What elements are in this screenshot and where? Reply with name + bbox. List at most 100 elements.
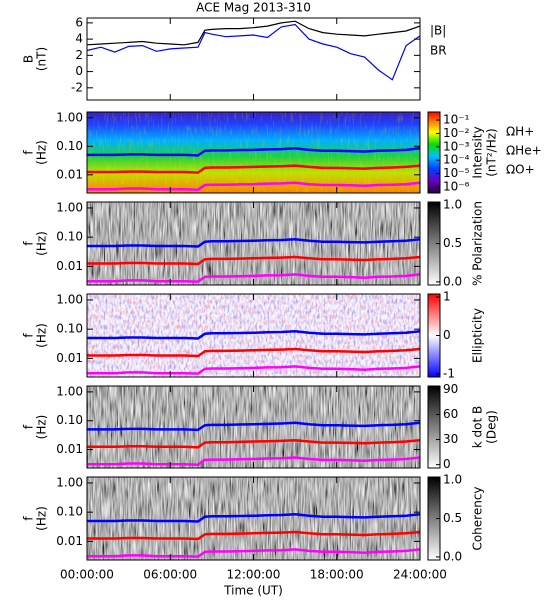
y-tick-label: 0.01 [56, 167, 83, 181]
series-line [87, 456, 421, 466]
y-tick-label: 0.01 [56, 534, 83, 548]
series-line [87, 255, 421, 266]
series-line [87, 181, 421, 191]
colorbar-label: (Deg) [485, 410, 499, 444]
panel: -2 0 2 4 6 B (nT) ACE Mag 2013-310 |B| BR [22, 1, 447, 101]
spectrogram [87, 477, 420, 560]
legend-entry: |B| [430, 24, 446, 38]
y-axis-label: (Hz) [35, 506, 49, 531]
legend-entry: ΩH+ [506, 125, 534, 139]
series-line [87, 548, 421, 558]
colorbar-tick-label: 10⁻² [443, 126, 470, 140]
colorbar-label: k dot B [471, 406, 485, 448]
panel: 1.00 0.10 0.01 f (Hz) 0 30 60 90 k dot B (Deg) [22, 382, 499, 471]
colorbar-tick-label: 1 [443, 290, 451, 304]
series-line [87, 365, 421, 375]
legend-entry: ΩO+ [506, 163, 535, 177]
y-axis-label: (nT) [35, 47, 49, 71]
series-line [86, 20, 421, 46]
panel: 1.00 0.10 0.01 f (Hz) 00:00:00 06:00:00 12:00:0… [22, 473, 485, 598]
colorbar-tick-label: 0 [443, 457, 451, 471]
y-tick-label: 0.01 [56, 442, 83, 456]
colorbar-tick-label: 10⁻⁶ [443, 179, 470, 193]
panel: 1.00 0.10 0.01 f (Hz) 0.0 0.5 1.0 % Polarization [22, 198, 485, 289]
series-line [87, 439, 421, 449]
colorbar [427, 111, 441, 194]
y-axis-label: f [22, 333, 36, 338]
y-tick-label: 0.10 [56, 139, 83, 153]
y-tick-label: 1.00 [56, 292, 83, 306]
y-tick-label: 1.00 [56, 110, 83, 124]
y-tick-label: 0.10 [56, 322, 83, 336]
y-tick-label: -2 [71, 80, 83, 94]
x-tick-label: 12:00:00 [227, 568, 281, 582]
series-line [87, 237, 421, 248]
y-tick-label: 6 [75, 15, 83, 29]
y-tick-label: 1.00 [56, 200, 83, 214]
series-line [87, 329, 421, 340]
y-axis-label: f [22, 424, 36, 429]
colorbar-label: Coherency [471, 486, 485, 550]
colorbar-label: Ellipticity [471, 308, 485, 363]
x-tick-label: 24:00:00 [393, 568, 447, 582]
series-line [87, 530, 421, 541]
x-tick-label: 18:00:00 [310, 568, 364, 582]
colorbar-tick-label: 10⁻¹ [443, 113, 470, 127]
colorbar-tick-label: 0.5 [443, 511, 462, 525]
x-axis-label: Time (UT) [223, 584, 283, 598]
y-axis-label: (Hz) [35, 231, 49, 256]
spectrogram [87, 202, 420, 285]
colorbar [427, 385, 441, 469]
y-axis-label: (Hz) [35, 323, 49, 348]
legend-entry: BR [430, 44, 447, 58]
series-line [87, 421, 421, 432]
y-axis-label: B [22, 55, 36, 63]
series-line [87, 164, 421, 174]
series-line [86, 23, 421, 81]
plot-frame [86, 17, 421, 101]
y-tick-label: 1.00 [56, 384, 83, 398]
colorbar-tick-label: 60 [443, 407, 458, 421]
y-tick-label: 1.00 [56, 475, 83, 489]
colorbar-tick-label: 1.0 [443, 473, 462, 487]
x-tick-label: 00:00:00 [60, 568, 114, 582]
y-tick-label: 0 [75, 64, 83, 78]
panel: 1.00 0.10 0.01 f (Hz) -1 0 1 Ellipticity [22, 290, 485, 381]
x-tick-label: 06:00:00 [143, 568, 197, 582]
series-line [87, 147, 421, 157]
colorbar-label: Intensity [471, 126, 485, 178]
y-axis-label: f [22, 516, 36, 521]
panel: 1.000.100.01f (Hz)ΩH+ΩHe+ΩO+10⁻¹10⁻²10⁻³1… [22, 110, 542, 194]
series-line [87, 347, 421, 358]
colorbar-tick-label: 30 [443, 432, 458, 446]
colorbar-tick-label: 10⁻³ [443, 139, 470, 153]
chart-title: ACE Mag 2013-310 [196, 1, 311, 15]
y-tick-label: 0.01 [56, 351, 83, 365]
colorbar-tick-label: 0.0 [443, 274, 462, 288]
y-tick-label: 0.01 [56, 259, 83, 273]
y-axis-label: (Hz) [35, 415, 49, 440]
legend-entry: ΩHe+ [506, 144, 542, 158]
spectrogram [87, 386, 420, 468]
colorbar-tick-label: 0 [443, 328, 451, 342]
colorbar-label: (nT²/Hz) [485, 128, 499, 176]
spectrogram-texture [87, 112, 420, 193]
colorbar-tick-label: 10⁻⁵ [443, 166, 470, 180]
colorbar-tick-label: 90 [443, 382, 458, 396]
y-tick-label: 0.10 [56, 413, 83, 427]
colorbar-tick-label: 0.0 [443, 549, 462, 563]
colorbar-tick-label: 10⁻⁴ [443, 153, 470, 167]
y-tick-label: 2 [75, 48, 83, 62]
spectrogram-texture [87, 294, 420, 377]
y-tick-label: 0.10 [56, 505, 83, 519]
y-tick-label: 4 [75, 32, 83, 46]
y-axis-label: f [22, 241, 36, 246]
y-axis-label: f [22, 150, 36, 155]
series-line [87, 512, 421, 523]
colorbar-tick-label: 1.0 [443, 198, 462, 212]
colorbar-tick-label: 0.5 [443, 236, 462, 250]
y-axis-label: (Hz) [35, 140, 49, 165]
y-tick-label: 0.10 [56, 230, 83, 244]
colorbar-label: % Polarization [471, 201, 485, 286]
